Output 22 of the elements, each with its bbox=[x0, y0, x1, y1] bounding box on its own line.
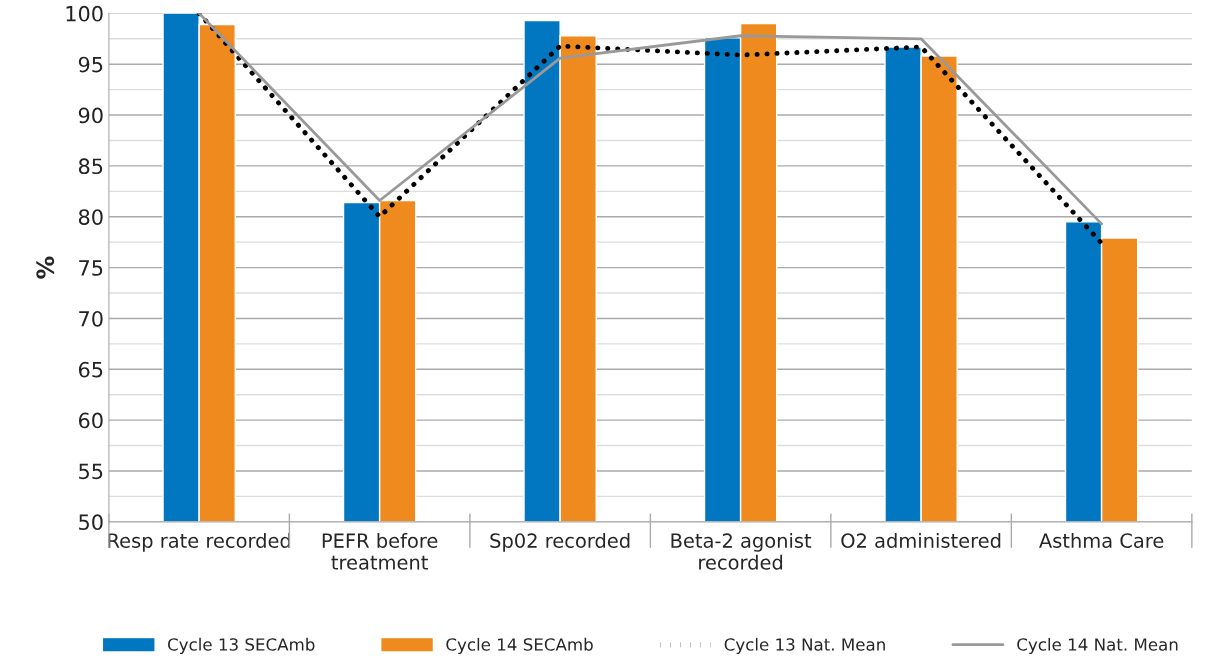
x-tick-label: Resp rate recorded bbox=[108, 532, 291, 552]
y-tick-label: 75 bbox=[79, 260, 103, 276]
x-tick-label: Asthma Care bbox=[1039, 532, 1164, 548]
y-tick-label: 80 bbox=[78, 209, 103, 225]
y-axis-title: % bbox=[36, 256, 55, 279]
y-tick-label: 65 bbox=[78, 361, 103, 378]
y-tick-label: 70 bbox=[79, 310, 103, 327]
y-tick-label: 55 bbox=[79, 463, 103, 480]
y-tick-label: 95 bbox=[78, 56, 103, 73]
x-tick-label: PEFR before treatment bbox=[322, 532, 438, 570]
x-tick-label: O2 administered bbox=[841, 532, 1001, 548]
x-tick-label: Sp02 recorded bbox=[490, 532, 630, 552]
legend-label: Cycle 14 Nat. Mean bbox=[1017, 637, 1178, 654]
y-tick-label: 85 bbox=[78, 158, 103, 175]
y-tick-label: 60 bbox=[78, 412, 103, 429]
y-tick-label: 90 bbox=[78, 107, 103, 124]
x-tick-label: Beta-2 agonist recorded bbox=[671, 532, 812, 570]
legend-label: Cycle 13 SECAmb bbox=[168, 637, 315, 654]
legend-label: Cycle 13 Nat. Mean bbox=[724, 637, 885, 654]
y-tick-label: 100 bbox=[66, 5, 103, 22]
y-tick-label: 50 bbox=[79, 514, 103, 531]
legend-label: Cycle 14 SECAmb bbox=[446, 637, 593, 654]
